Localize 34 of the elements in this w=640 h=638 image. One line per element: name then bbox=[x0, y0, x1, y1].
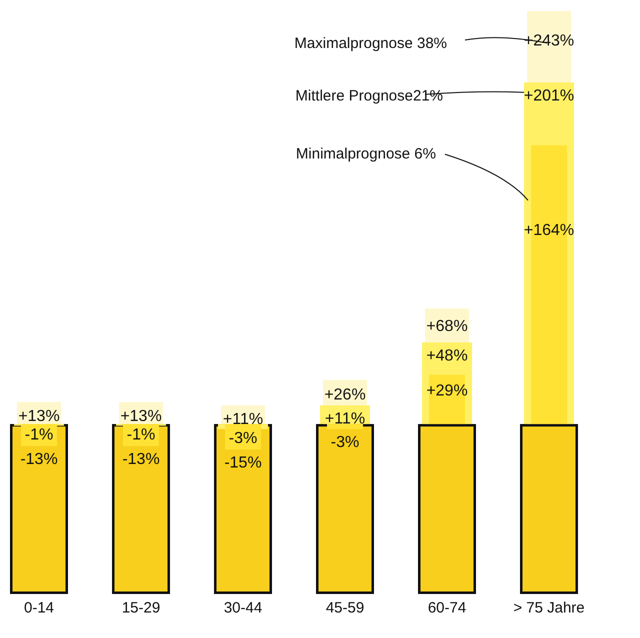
data-label: -13% bbox=[20, 451, 58, 468]
data-label: -13% bbox=[122, 451, 160, 468]
bar bbox=[112, 424, 170, 594]
text: Maximalprognose 38% bbox=[294, 35, 447, 52]
data-label: +29% bbox=[426, 382, 468, 400]
data-label: +243% bbox=[524, 32, 574, 50]
data-label: +11% bbox=[222, 411, 264, 428]
data-label: +13% bbox=[18, 408, 60, 425]
data-label: -1% bbox=[126, 426, 156, 444]
bar bbox=[520, 424, 578, 594]
text: Minimalprognose 6% bbox=[296, 145, 436, 162]
data-label: +11% bbox=[324, 410, 366, 428]
bar bbox=[327, 424, 363, 430]
x-tick-label: 0-14 bbox=[24, 600, 54, 617]
x-tick-label: 15-29 bbox=[122, 600, 160, 617]
data-label: -3% bbox=[228, 430, 258, 448]
data-label: -1% bbox=[24, 426, 54, 444]
data-label: +26% bbox=[324, 386, 366, 404]
text: Mittlere Prognose21% bbox=[295, 87, 443, 104]
x-tick-label: 30-44 bbox=[224, 600, 262, 617]
bar bbox=[316, 424, 374, 594]
data-label: +68% bbox=[426, 318, 468, 336]
data-label: -3% bbox=[330, 434, 360, 452]
data-label: +164% bbox=[524, 222, 574, 239]
bar bbox=[214, 424, 272, 594]
data-label: +201% bbox=[524, 87, 574, 104]
bar bbox=[10, 424, 68, 594]
bar bbox=[418, 424, 476, 594]
x-tick-label: 45-59 bbox=[326, 600, 364, 617]
data-label: +48% bbox=[426, 347, 468, 364]
x-tick-label: 60-74 bbox=[428, 600, 466, 617]
x-tick-label: > 75 Jahre bbox=[513, 600, 585, 617]
data-label: -15% bbox=[224, 454, 262, 472]
data-label: +13% bbox=[120, 408, 162, 425]
